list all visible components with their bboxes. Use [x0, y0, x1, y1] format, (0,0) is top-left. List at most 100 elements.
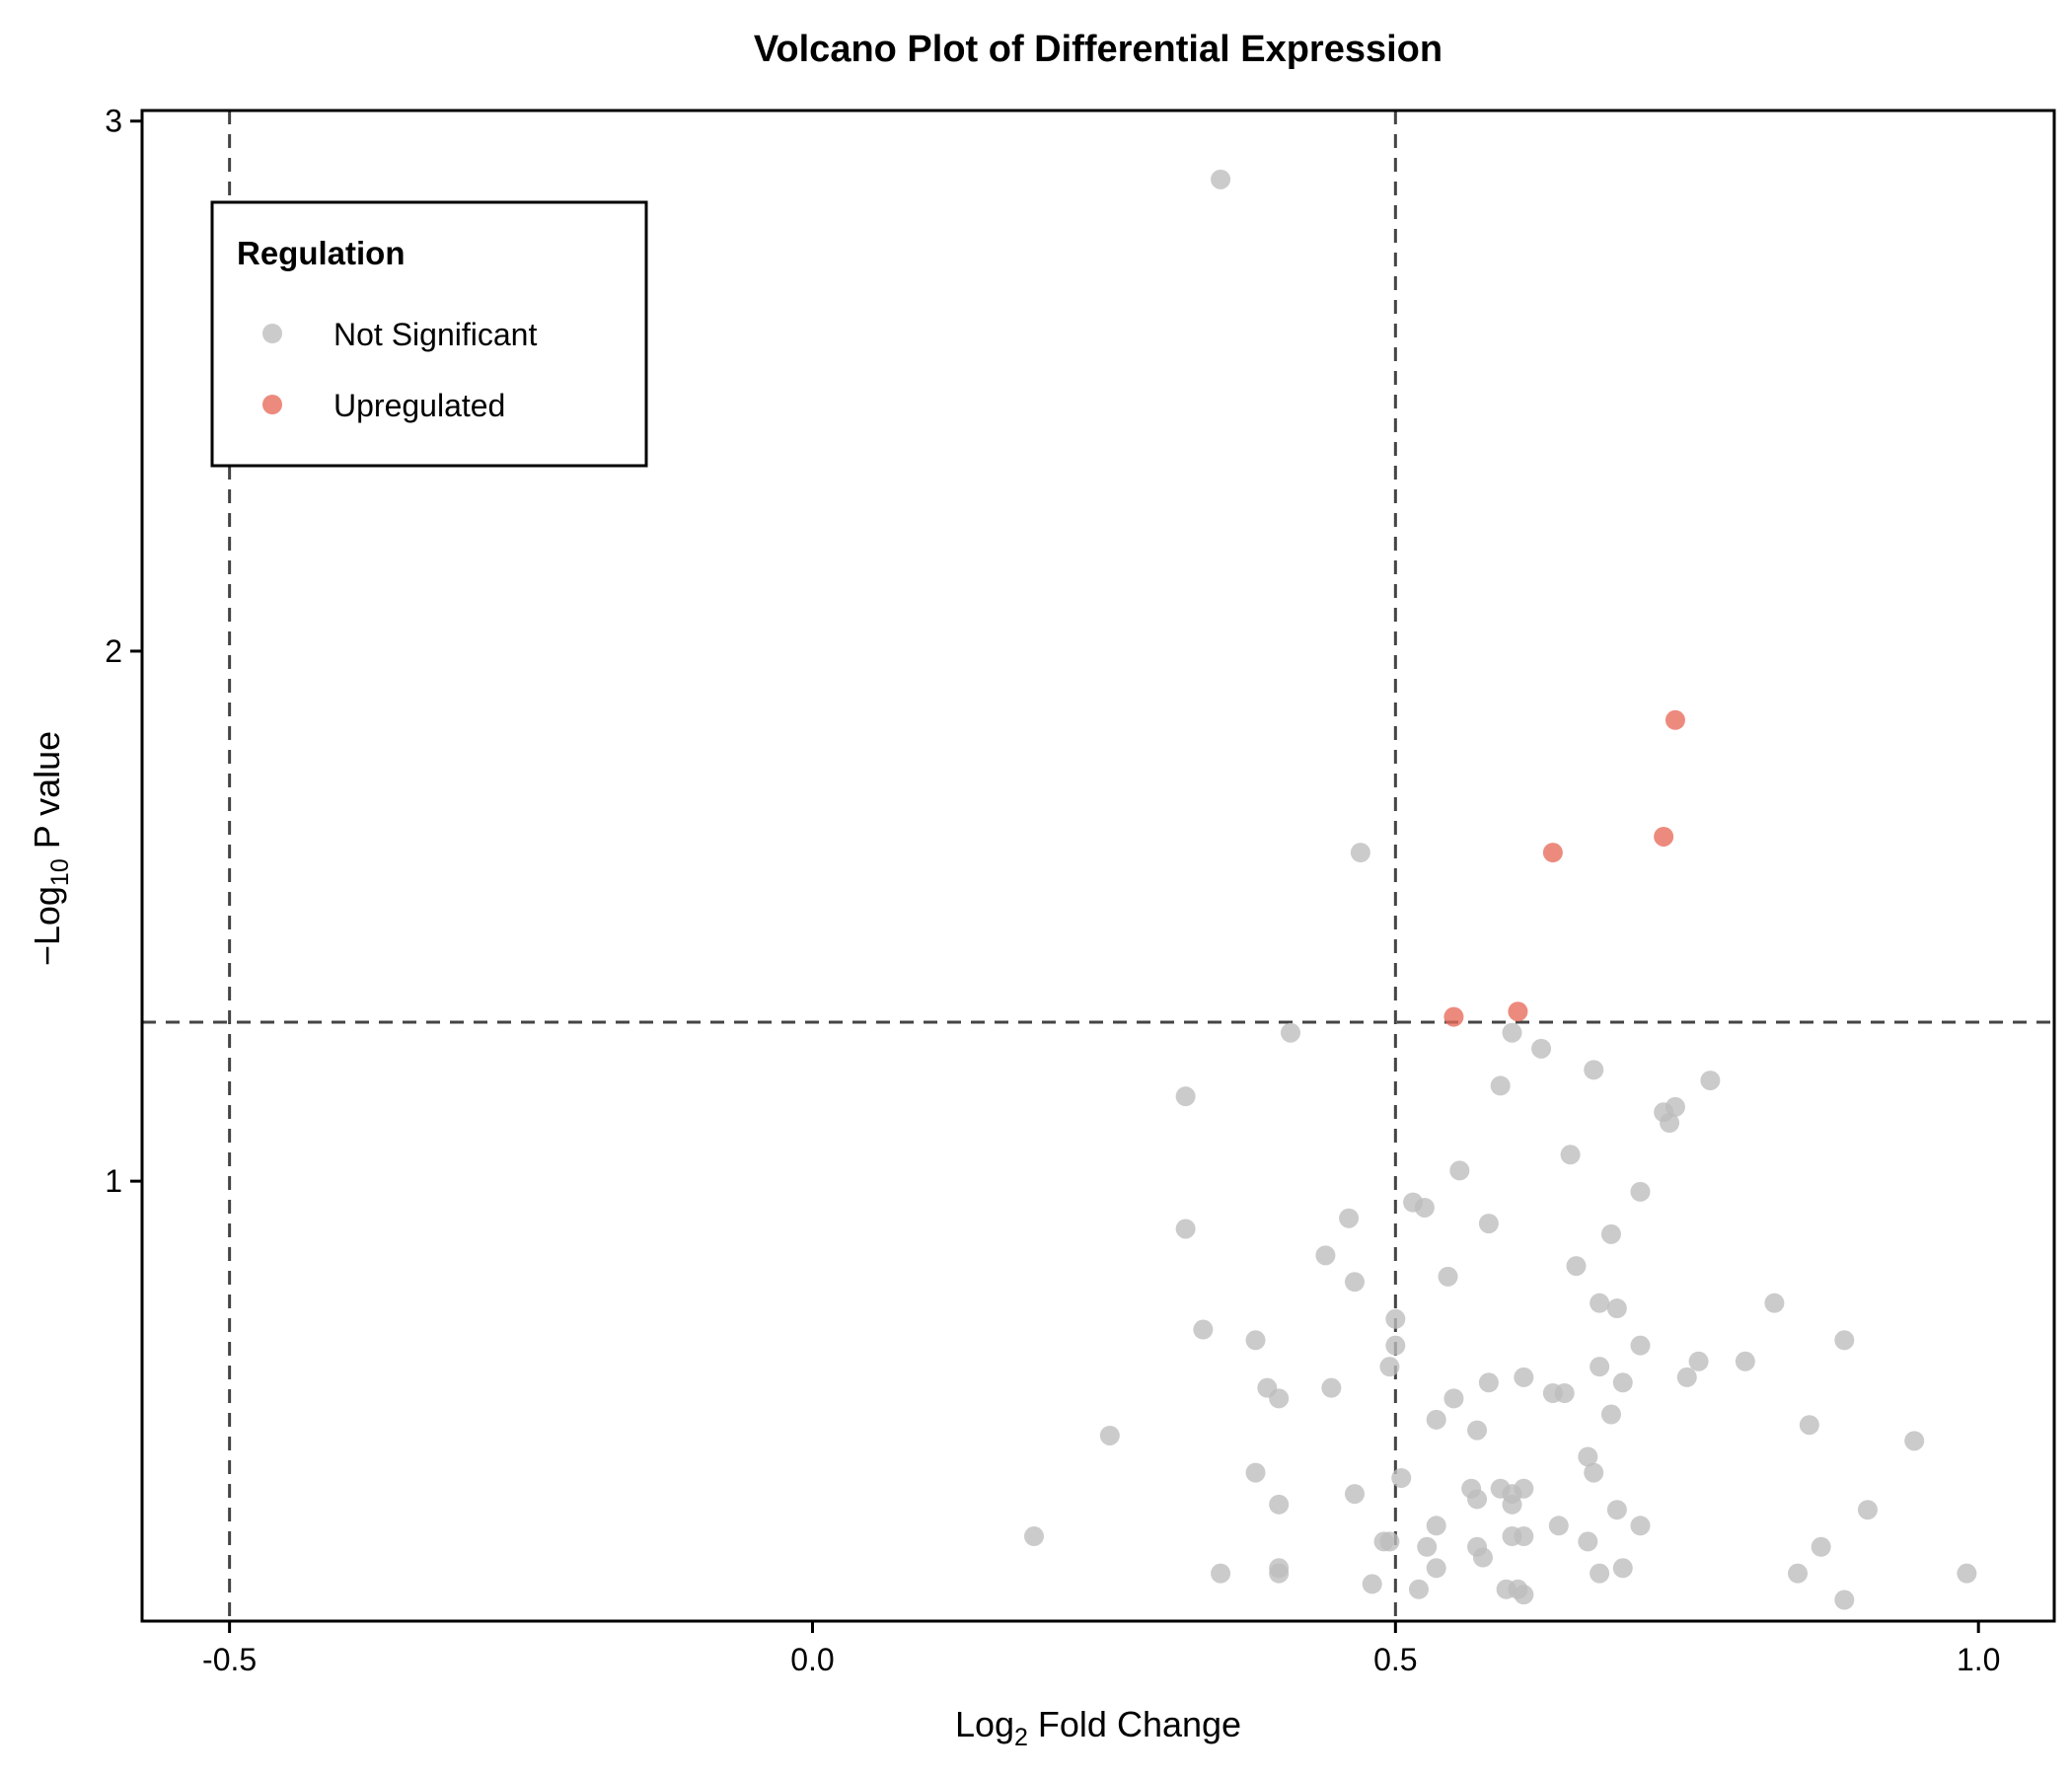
point-not-significant [1834, 1330, 1855, 1351]
data-points [1024, 169, 1977, 1610]
point-upregulated [1654, 826, 1674, 847]
point-not-significant [1414, 1197, 1435, 1218]
point-not-significant [1578, 1531, 1598, 1552]
point-not-significant [1799, 1415, 1819, 1436]
y-tick-label: 3 [105, 104, 122, 139]
point-not-significant [1350, 843, 1370, 863]
point-not-significant [1904, 1431, 1925, 1451]
point-not-significant [1339, 1208, 1360, 1228]
point-not-significant [1426, 1409, 1446, 1430]
point-not-significant [1514, 1585, 1534, 1605]
point-not-significant [1548, 1516, 1569, 1536]
legend-box [210, 200, 648, 468]
legend-marker-upregulated [262, 395, 282, 414]
x-tick-label: 0.0 [790, 1642, 834, 1677]
x-axis-ticks: -0.5 0.0 0.5 1.0 [202, 1621, 2000, 1677]
point-upregulated [1443, 1006, 1464, 1027]
point-not-significant [1344, 1484, 1365, 1505]
point-upregulated [1665, 709, 1685, 730]
point-not-significant [1467, 1489, 1488, 1510]
point-not-significant [1600, 1223, 1621, 1244]
point-not-significant [1426, 1558, 1446, 1579]
plot-frame [140, 109, 2056, 1623]
point-not-significant [1321, 1377, 1342, 1398]
point-not-significant [1245, 1330, 1266, 1351]
point-not-significant [1417, 1536, 1438, 1557]
y-tick-label: 1 [105, 1163, 122, 1199]
point-not-significant [1379, 1531, 1400, 1552]
point-not-significant [1099, 1425, 1120, 1445]
point-not-significant [1560, 1145, 1581, 1165]
legend: Regulation Not Significant Upregulated [210, 200, 648, 468]
point-not-significant [1788, 1563, 1809, 1584]
legend-label-upregulated: Upregulated [333, 388, 505, 423]
point-not-significant [1612, 1372, 1633, 1393]
point-not-significant [1676, 1367, 1697, 1387]
point-not-significant [1811, 1536, 1831, 1557]
point-not-significant [1408, 1579, 1429, 1599]
point-not-significant [1024, 1526, 1045, 1547]
x-tick-label: 1.0 [1957, 1642, 2000, 1677]
point-not-significant [1735, 1351, 1755, 1371]
legend-label-not-significant: Not Significant [333, 317, 537, 352]
point-not-significant [1438, 1266, 1458, 1287]
point-not-significant [1612, 1558, 1633, 1579]
point-not-significant [1584, 1462, 1604, 1483]
legend-marker-not-significant [262, 324, 282, 343]
point-not-significant [1630, 1181, 1651, 1202]
point-not-significant [1478, 1372, 1499, 1393]
point-not-significant [1269, 1563, 1290, 1584]
point-not-significant [1175, 1086, 1196, 1107]
point-not-significant [1590, 1357, 1610, 1377]
point-not-significant [1590, 1293, 1610, 1313]
point-not-significant [1280, 1022, 1300, 1043]
point-not-significant [1344, 1272, 1365, 1293]
point-not-significant [1211, 1563, 1231, 1584]
y-tick-label: 2 [105, 633, 122, 669]
point-not-significant [1554, 1383, 1575, 1404]
y-axis-title-prefix: −Log [27, 886, 67, 966]
x-tick-label: 0.5 [1373, 1642, 1417, 1677]
x-axis-title-prefix: Log [955, 1704, 1014, 1744]
point-not-significant [1211, 169, 1231, 189]
point-not-significant [1688, 1351, 1709, 1371]
x-axis-title: Log2 Fold Change [955, 1704, 1241, 1751]
point-not-significant [1245, 1462, 1266, 1483]
point-upregulated [1542, 843, 1563, 863]
point-not-significant [1531, 1038, 1552, 1059]
point-not-significant [1630, 1335, 1651, 1356]
point-not-significant [1600, 1404, 1621, 1425]
point-not-significant [1957, 1563, 1977, 1584]
point-not-significant [1490, 1075, 1511, 1096]
y-axis-title-subscript: 10 [46, 858, 74, 886]
point-not-significant [1478, 1214, 1499, 1234]
y-axis-title-suffix: P value [27, 731, 67, 858]
point-not-significant [1584, 1060, 1604, 1080]
point-not-significant [1467, 1420, 1488, 1441]
y-axis-ticks: 1 2 3 [105, 104, 142, 1199]
point-not-significant [1269, 1494, 1290, 1515]
point-not-significant [1385, 1335, 1406, 1356]
chart-title: Volcano Plot of Differential Expression [754, 29, 1443, 70]
point-not-significant [1443, 1388, 1464, 1409]
point-not-significant [1764, 1293, 1785, 1313]
point-not-significant [1590, 1563, 1610, 1584]
point-not-significant [1379, 1357, 1400, 1377]
point-not-significant [1315, 1245, 1336, 1266]
point-not-significant [1193, 1319, 1214, 1340]
x-axis-title-subscript: 2 [1014, 1724, 1028, 1751]
x-axis-title-suffix: Fold Change [1028, 1704, 1241, 1744]
point-not-significant [1566, 1256, 1587, 1277]
point-not-significant [1660, 1113, 1680, 1134]
point-not-significant [1606, 1298, 1627, 1319]
point-not-significant [1502, 1022, 1522, 1043]
point-not-significant [1606, 1500, 1627, 1520]
y-axis-title: −Log10 P value [27, 731, 74, 966]
point-not-significant [1578, 1446, 1598, 1467]
point-upregulated [1508, 1001, 1528, 1022]
point-not-significant [1514, 1526, 1534, 1547]
point-not-significant [1175, 1219, 1196, 1239]
x-tick-label: -0.5 [202, 1642, 257, 1677]
point-not-significant [1834, 1590, 1855, 1610]
point-not-significant [1472, 1547, 1493, 1568]
